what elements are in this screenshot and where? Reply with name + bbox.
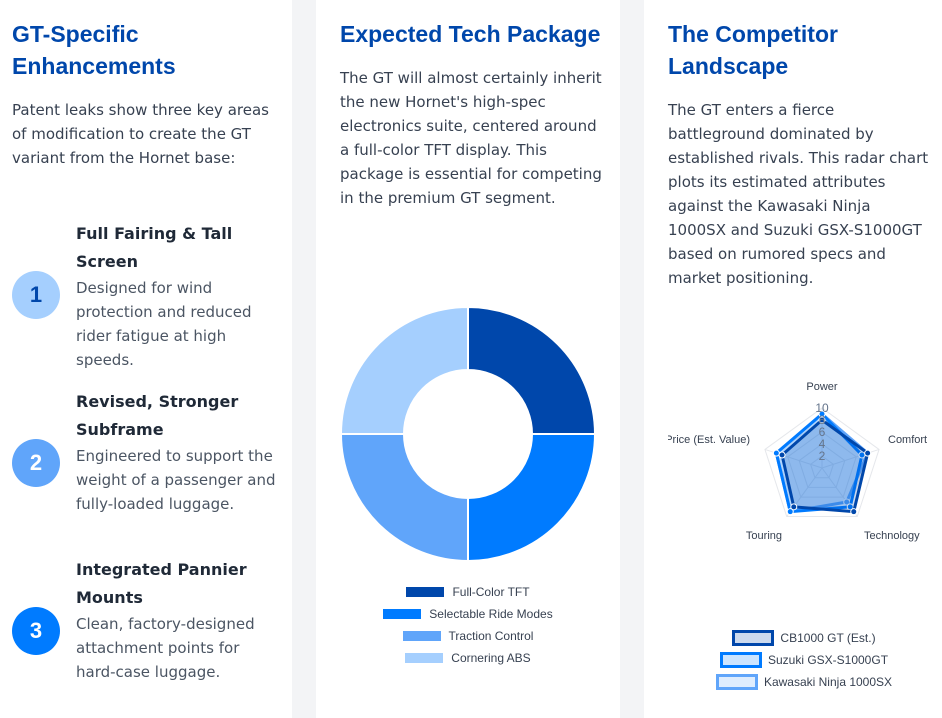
gt-enhancements-card: GT-Specific Enhancements Patent leaks sh…: [0, 0, 292, 718]
step-number-badge: 3: [12, 607, 60, 655]
doughnut-legend: Full-Color TFT Selectable Ride Modes Tract…: [316, 581, 620, 669]
radar-grid-ring: [787, 431, 857, 498]
radar-point: [864, 449, 872, 457]
legend-label: Selectable Ride Modes: [429, 607, 553, 621]
doughnut-slice[interactable]: [339, 305, 469, 435]
radar-grid-ring: [764, 407, 880, 518]
legend-label: CB1000 GT (Est.): [780, 631, 876, 645]
radar-series-area: [780, 418, 870, 514]
legend-label: Traction Control: [448, 629, 534, 643]
radar-point: [786, 508, 794, 516]
legend-label: Cornering ABS: [451, 651, 531, 665]
legend-item[interactable]: Cornering ABS: [316, 647, 620, 669]
card-title: The Competitor Landscape: [668, 21, 838, 79]
card-title: GT-Specific Enhancements: [12, 21, 176, 79]
legend-item[interactable]: Selectable Ride Modes: [316, 603, 620, 625]
feature-description: Engineered to support the weight of a pa…: [76, 447, 276, 513]
radar-tick-label: 6: [819, 425, 826, 439]
legend-label: Suzuki GSX-S1000GT: [767, 653, 889, 667]
doughnut-slice[interactable]: [339, 433, 469, 563]
legend-swatch: [715, 674, 758, 690]
radar-grid-ring: [798, 443, 846, 488]
card-description: Patent leaks show three key areas of mod…: [12, 101, 269, 167]
radar-point: [772, 449, 780, 457]
legend-item[interactable]: Full-Color TFT: [316, 581, 620, 603]
radar-axis-label: Technology: [864, 530, 920, 542]
doughnut-slice[interactable]: [467, 433, 597, 563]
legend-item[interactable]: CB1000 GT (Est.): [668, 627, 940, 649]
competitor-card: The Competitor Landscape The GT enters a…: [644, 0, 942, 718]
legend-item[interactable]: Kawasaki Ninja 1000SX: [668, 671, 940, 693]
radar-point: [850, 508, 858, 516]
step-number-badge: 2: [12, 439, 60, 487]
radar-legend: CB1000 GT (Est.) Suzuki GSX-S1000GT Kawasa…: [668, 627, 940, 693]
card-title: Expected Tech Package: [340, 21, 601, 47]
legend-swatch: [732, 630, 775, 646]
radar-axis-label: Price (Est. Value): [668, 434, 750, 446]
feature-title: Integrated Pannier Mounts: [76, 560, 247, 607]
radar-axis-label: Touring: [746, 530, 782, 542]
radar-tick-label: 8: [819, 413, 826, 427]
feature-title: Revised, Stronger Subframe: [76, 392, 239, 439]
feature-description: Designed for wind protection and reduced…: [76, 279, 252, 369]
radar-point: [790, 503, 798, 511]
card-description: The GT will almost certainly inherit the…: [340, 69, 602, 207]
legend-swatch: [405, 653, 444, 663]
legend-swatch: [719, 652, 762, 668]
legend-swatch: [406, 587, 445, 597]
legend-swatch: [383, 609, 422, 619]
legend-label: Full-Color TFT: [452, 585, 530, 599]
legend-item[interactable]: Traction Control: [316, 625, 620, 647]
legend-label: Kawasaki Ninja 1000SX: [763, 675, 893, 689]
legend-item[interactable]: Suzuki GSX-S1000GT: [668, 649, 940, 671]
radar-point: [778, 451, 786, 459]
legend-swatch: [402, 631, 441, 641]
radar-point: [846, 503, 854, 511]
radar-axis-label: Comfort: [888, 434, 927, 446]
radar-tick-label: 2: [819, 449, 826, 463]
feature-description: Clean, factory-designed attachment point…: [76, 615, 255, 681]
radar-grid-ring: [809, 455, 835, 479]
radar-tick-label: 10: [815, 401, 829, 415]
step-number-badge: 1: [12, 271, 60, 319]
radar-point: [843, 498, 851, 506]
card-description: The GT enters a fierce battleground domi…: [668, 101, 929, 287]
feature-title: Full Fairing & Tall Screen: [76, 224, 233, 271]
doughnut-slice[interactable]: [467, 305, 597, 435]
radar-tick-label: 4: [819, 437, 826, 451]
doughnut-chart: [339, 305, 597, 563]
radar-point: [818, 416, 826, 424]
tech-package-card: Expected Tech Package The GT will almost…: [316, 0, 620, 718]
radar-axis-label: Power: [806, 381, 838, 393]
